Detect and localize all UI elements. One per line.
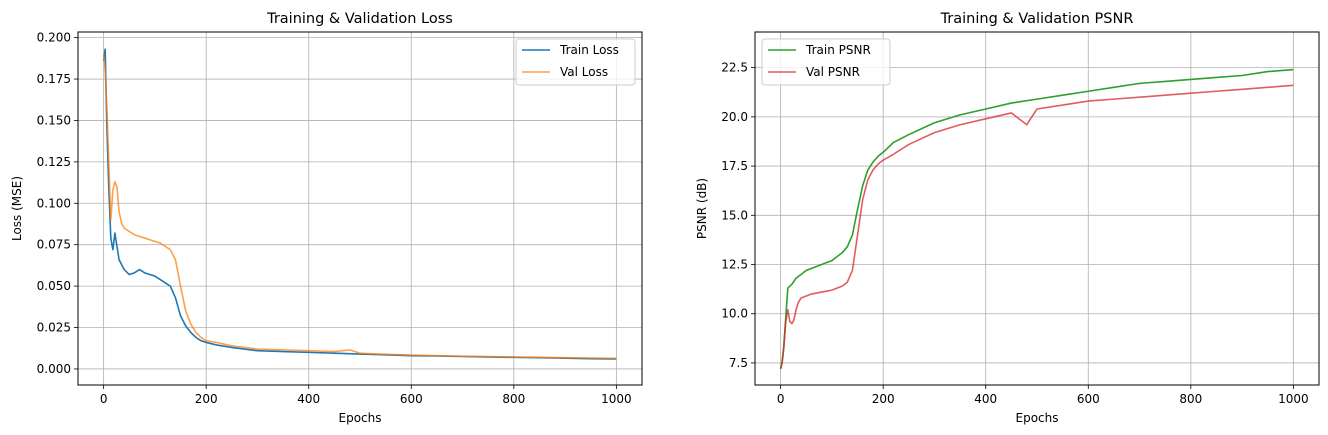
psnr-chart-ylabel: PSNR (dB) <box>695 178 709 239</box>
loss-x-tick-label: 600 <box>400 392 423 406</box>
loss-chart-legend: Train Loss Val Loss <box>515 38 636 86</box>
loss-chart-y-ticks: 0.000 0.025 0.050 0.075 0.100 0.125 0.150 0.175… <box>37 31 78 376</box>
loss-y-tick-label: 0.075 <box>37 238 71 252</box>
loss-y-tick-label: 0.175 <box>37 72 71 86</box>
loss-chart-ylabel: Loss (MSE) <box>10 176 24 241</box>
loss-x-tick-label: 400 <box>297 392 320 406</box>
loss-x-tick-label: 1000 <box>601 392 632 406</box>
psnr-x-tick-label: 1000 <box>1278 392 1309 406</box>
psnr-x-tick-label: 600 <box>1077 392 1100 406</box>
loss-x-tick-label: 200 <box>195 392 218 406</box>
loss-series-val-line <box>102 54 617 360</box>
loss-y-tick-label: 0.200 <box>37 31 71 45</box>
loss-legend-val-label: Val Loss <box>560 65 608 79</box>
psnr-x-tick-label: 200 <box>872 392 895 406</box>
psnr-y-tick-label: 15.0 <box>721 208 748 222</box>
psnr-chart-title: Training & Validation PSNR <box>940 11 1134 27</box>
loss-chart-lines <box>102 48 617 360</box>
loss-x-tick-label: 0 <box>100 392 108 406</box>
psnr-chart-legend: Train PSNR Val PSNR <box>761 38 891 86</box>
psnr-chart-y-ticks: 7.5 10.0 12.5 15.0 17.5 20.0 22.5 <box>721 61 755 370</box>
loss-legend-train-label: Train Loss <box>559 43 619 57</box>
psnr-legend-val-label: Val PSNR <box>806 65 860 79</box>
psnr-chart: Training & Validation PSNR 0 200 400 600 800… <box>695 11 1320 425</box>
psnr-chart-lines <box>779 68 1294 370</box>
psnr-y-tick-label: 7.5 <box>729 356 748 370</box>
loss-chart-xlabel: Epochs <box>339 411 382 425</box>
loss-y-tick-label: 0.000 <box>37 362 71 376</box>
loss-chart-title: Training & Validation Loss <box>266 11 453 27</box>
psnr-series-val-line <box>779 84 1294 370</box>
psnr-y-tick-label: 12.5 <box>721 258 748 272</box>
loss-x-tick-label: 800 <box>502 392 525 406</box>
psnr-y-tick-label: 22.5 <box>721 61 748 75</box>
loss-y-tick-label: 0.025 <box>37 321 71 335</box>
psnr-y-tick-label: 17.5 <box>721 159 748 173</box>
loss-y-tick-label: 0.100 <box>37 196 71 210</box>
psnr-chart-frame <box>754 31 1320 386</box>
loss-y-tick-label: 0.150 <box>37 113 71 127</box>
psnr-x-tick-label: 400 <box>974 392 997 406</box>
psnr-y-tick-label: 10.0 <box>721 307 748 321</box>
loss-y-tick-label: 0.125 <box>37 155 71 169</box>
psnr-chart-x-ticks: 0 200 400 600 800 1000 <box>777 385 1309 406</box>
psnr-x-tick-label: 800 <box>1179 392 1202 406</box>
psnr-series-train-line <box>779 68 1294 370</box>
psnr-x-tick-label: 0 <box>777 392 785 406</box>
loss-y-tick-label: 0.050 <box>37 279 71 293</box>
loss-chart-grid <box>78 32 642 385</box>
loss-chart-x-ticks: 0 200 400 600 800 1000 <box>100 385 632 406</box>
psnr-chart-xlabel: Epochs <box>1016 411 1059 425</box>
psnr-legend-train-label: Train PSNR <box>805 43 871 57</box>
loss-chart: Training & Validation Loss 0 200 400 600 800… <box>10 11 643 425</box>
loss-chart-frame <box>77 31 643 386</box>
psnr-y-tick-label: 20.0 <box>721 110 748 124</box>
